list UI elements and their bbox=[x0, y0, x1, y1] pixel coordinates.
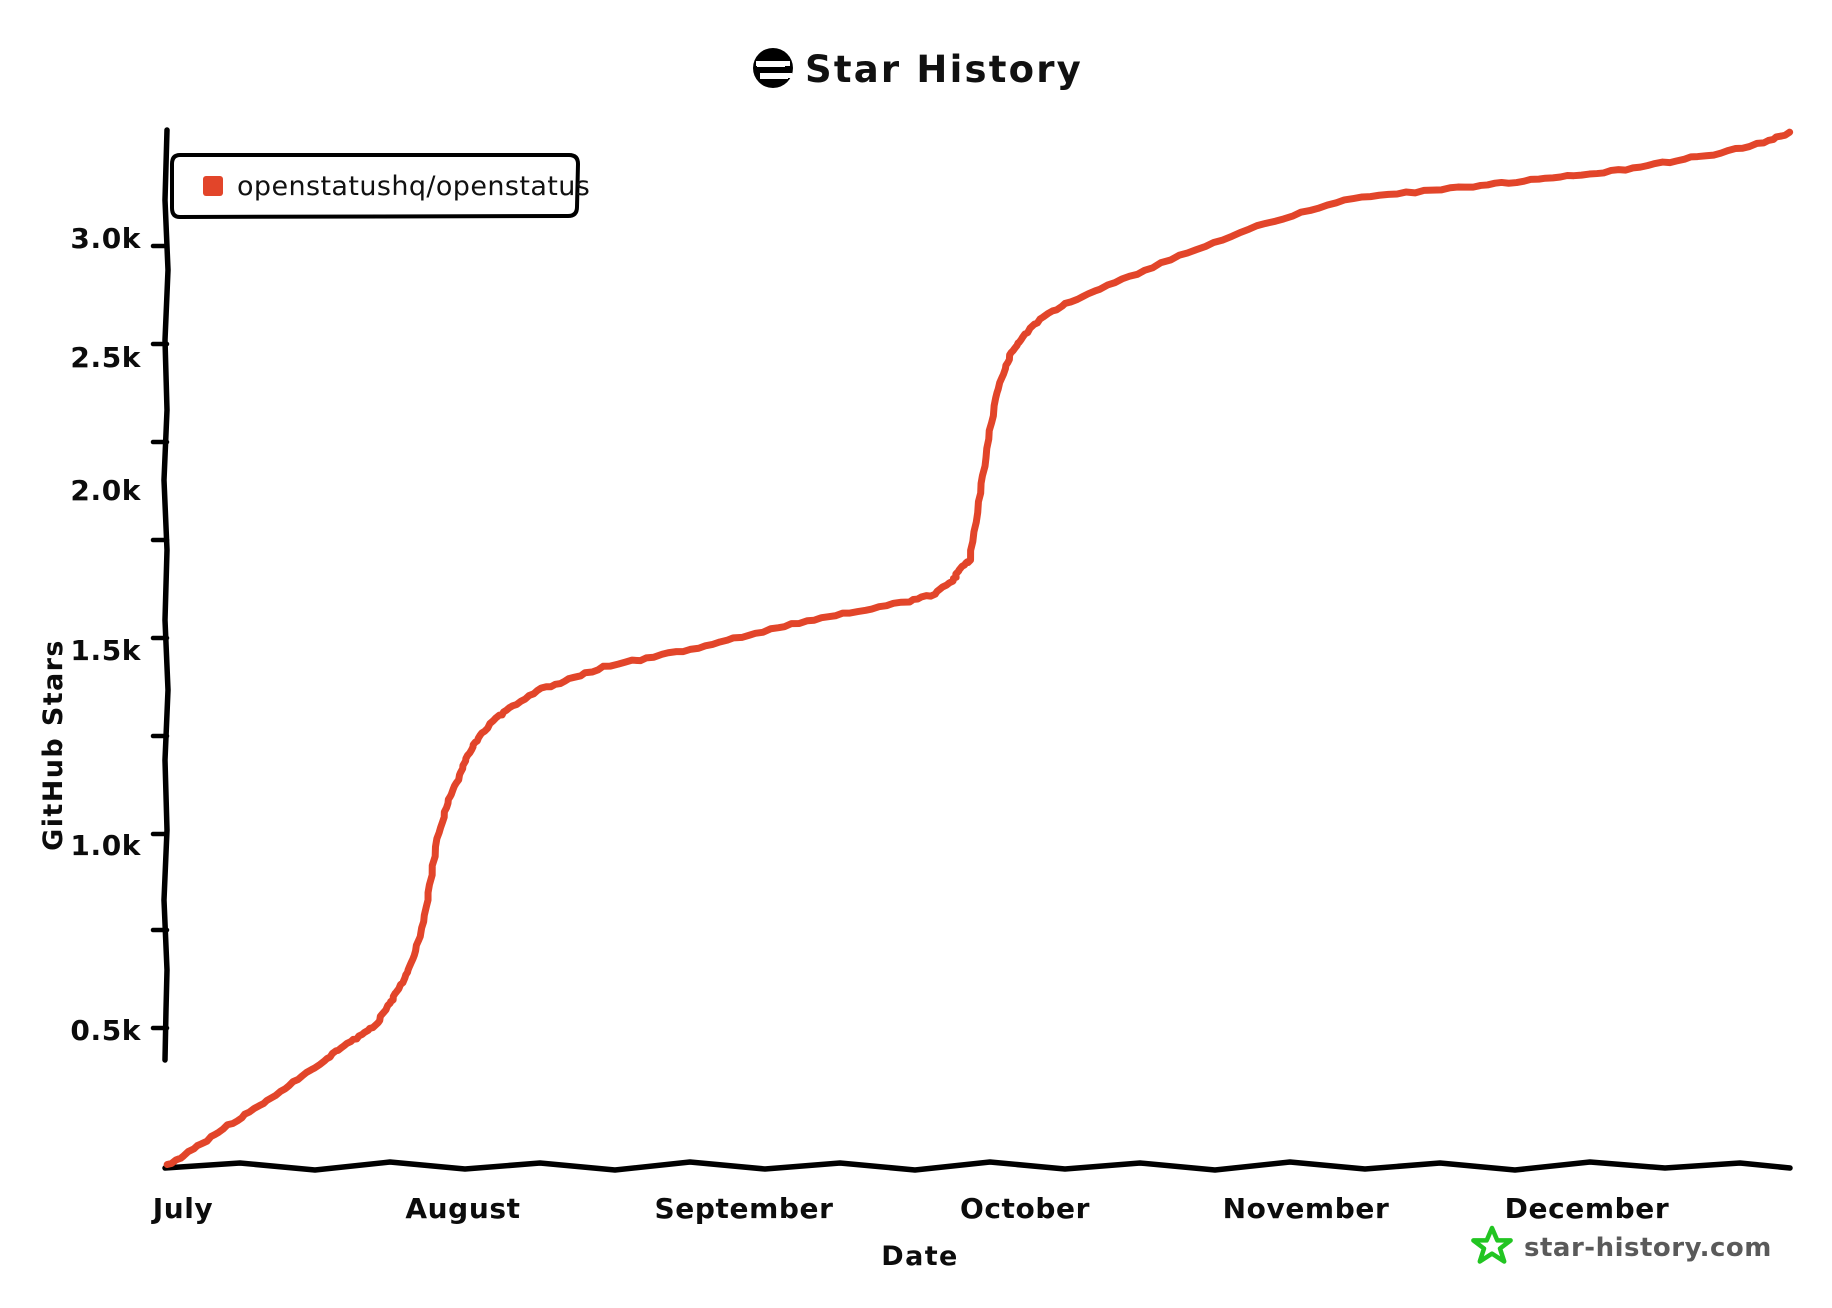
watermark-label: star-history.com bbox=[1524, 1233, 1772, 1263]
y-axis-tick-labels: 0.5k 1.0k 1.5k 2.0k 2.5k 3.0k bbox=[70, 222, 141, 1047]
x-tick-label: November bbox=[1223, 1192, 1390, 1225]
star-history-logo-icon bbox=[753, 48, 793, 88]
y-tick-label: 2.0k bbox=[70, 474, 141, 507]
x-tick-label: September bbox=[655, 1192, 834, 1225]
x-axis-tick-labels: July August September October November D… bbox=[151, 1192, 1670, 1225]
y-tick-label: 0.5k bbox=[70, 1014, 141, 1047]
chart-title-group: Star History bbox=[753, 48, 1083, 91]
y-tick-label: 1.0k bbox=[70, 829, 141, 862]
x-tick-label: December bbox=[1505, 1192, 1670, 1225]
x-tick-label: August bbox=[405, 1192, 520, 1225]
y-tick-label: 2.5k bbox=[70, 341, 141, 374]
legend-entry-label: openstatushq/openstatus bbox=[237, 171, 590, 202]
x-tick-label: October bbox=[960, 1192, 1090, 1225]
series-line-openstatushq-openstatus bbox=[163, 128, 1794, 1169]
x-tick-label: July bbox=[151, 1192, 214, 1225]
y-axis bbox=[150, 127, 171, 1063]
x-axis-title: Date bbox=[881, 1241, 958, 1272]
legend-marker-swatch bbox=[203, 176, 223, 196]
y-axis-ticks bbox=[150, 243, 170, 1031]
y-tick-label: 1.5k bbox=[70, 634, 141, 667]
watermark[interactable]: star-history.com bbox=[1471, 1225, 1772, 1264]
page-title: Star History bbox=[805, 48, 1083, 91]
y-tick-label: 3.0k bbox=[70, 222, 141, 255]
legend-box-background bbox=[170, 153, 580, 219]
series-group bbox=[163, 128, 1794, 1169]
x-axis bbox=[162, 1159, 1793, 1173]
green-star-icon bbox=[1471, 1225, 1513, 1264]
y-axis-title: GitHub Stars bbox=[38, 639, 69, 851]
chart-legend[interactable]: openstatushq/openstatus bbox=[170, 153, 590, 219]
